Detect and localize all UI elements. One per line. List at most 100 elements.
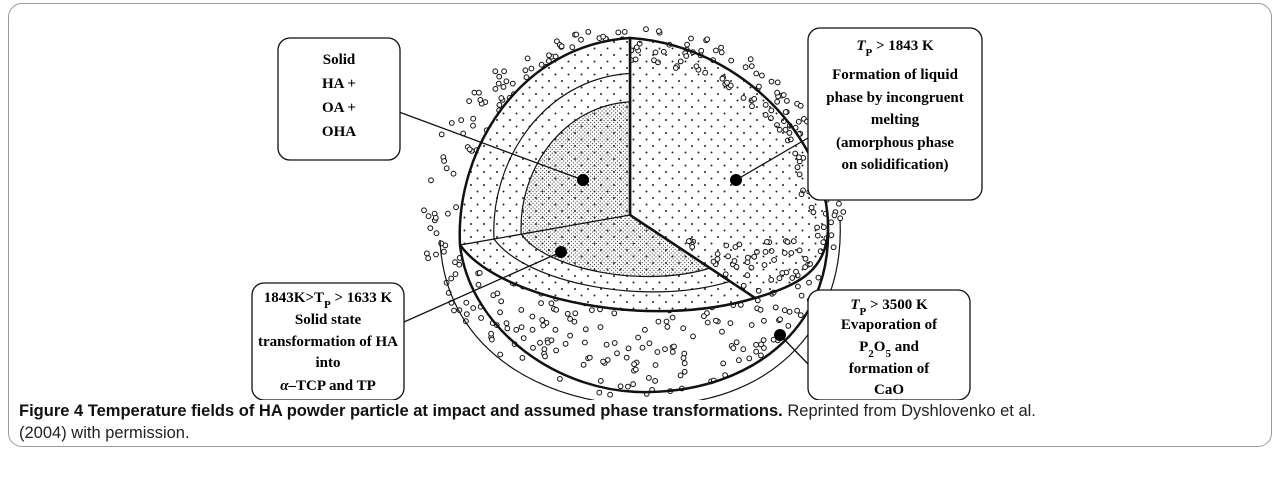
particle — [690, 333, 696, 340]
particle — [492, 68, 499, 75]
particle — [558, 43, 565, 50]
particle — [452, 271, 459, 278]
particle — [746, 355, 753, 362]
particle — [742, 64, 749, 70]
label-text: –TCP and TP — [288, 378, 376, 394]
particle — [795, 118, 802, 125]
cut-faces — [458, 36, 758, 313]
particle — [680, 355, 687, 361]
particle — [522, 67, 529, 74]
particle — [607, 391, 613, 398]
particle — [503, 320, 510, 327]
particle — [557, 376, 563, 382]
particle — [450, 170, 457, 177]
particle — [815, 274, 822, 281]
label-line: OA + — [322, 100, 356, 116]
particle — [553, 347, 559, 354]
label-line: formation of — [849, 361, 930, 377]
particle — [441, 158, 448, 164]
particle — [701, 313, 707, 320]
particle — [684, 41, 690, 48]
particle — [589, 307, 595, 314]
particle — [518, 324, 525, 331]
particle — [523, 74, 530, 81]
particle — [433, 230, 440, 237]
particle — [597, 378, 604, 384]
particle — [713, 47, 719, 54]
markers — [555, 174, 786, 341]
label-text: CaO — [874, 382, 904, 398]
particle — [756, 83, 762, 90]
particle — [452, 259, 458, 266]
particle — [770, 336, 777, 343]
particle — [582, 326, 589, 333]
particle — [718, 44, 724, 51]
particle — [443, 165, 450, 172]
particle — [528, 65, 535, 72]
particle — [656, 28, 662, 35]
label-line: TP > 3500 K — [850, 297, 928, 318]
label-line: α–TCP and TP — [280, 378, 376, 394]
label-text: OHA — [322, 124, 356, 140]
particle — [646, 340, 653, 347]
particle — [478, 315, 485, 321]
label-text: 1843K>T — [264, 290, 324, 306]
particle — [774, 89, 780, 96]
particle — [681, 350, 688, 357]
particle — [421, 207, 427, 214]
particle — [704, 36, 711, 43]
label-text: > 1843 K — [872, 38, 934, 54]
particle — [713, 317, 719, 324]
particle — [539, 317, 546, 323]
particle — [441, 248, 447, 255]
particle — [837, 215, 844, 222]
particle — [458, 117, 465, 123]
particle — [782, 109, 789, 115]
label-line: HA + — [322, 76, 356, 92]
particle — [630, 381, 636, 388]
particle — [718, 49, 725, 56]
particle — [704, 319, 711, 326]
label-line: CaO — [874, 382, 904, 398]
particle — [501, 68, 508, 75]
label-text: α — [280, 378, 289, 394]
label-text: transformation of HA — [258, 334, 398, 350]
particle — [466, 98, 473, 104]
particle — [553, 306, 560, 313]
label-text: OA + — [322, 100, 356, 116]
particle — [573, 31, 580, 38]
label-text: into — [315, 355, 340, 371]
particle — [761, 345, 767, 351]
label-text: T — [856, 38, 866, 54]
particle — [600, 358, 606, 365]
leader-line — [398, 111, 584, 181]
particle — [519, 355, 526, 361]
label-line: TP > 1843 K — [856, 38, 934, 59]
label-text: formation of — [849, 361, 930, 377]
particle — [567, 332, 573, 339]
particle — [498, 95, 505, 101]
particle — [761, 317, 767, 324]
particle — [567, 316, 573, 322]
particle — [572, 310, 579, 317]
particle — [730, 345, 737, 352]
particle — [677, 372, 684, 379]
label-line: (amorphous phase — [836, 135, 954, 151]
particle — [564, 310, 571, 317]
particle — [777, 316, 783, 323]
particle — [569, 44, 576, 51]
particle — [582, 339, 588, 346]
label-text: P — [859, 339, 868, 355]
particle — [615, 29, 622, 36]
label-text: melting — [871, 112, 920, 128]
particle — [448, 275, 455, 282]
particle — [655, 318, 662, 325]
particle — [663, 318, 670, 325]
marker — [577, 174, 589, 186]
label-text: T — [850, 297, 860, 313]
leaders — [398, 111, 809, 365]
particle — [719, 328, 725, 335]
particle — [747, 56, 754, 63]
label-text: Solid state — [295, 312, 362, 328]
particle — [720, 360, 727, 367]
